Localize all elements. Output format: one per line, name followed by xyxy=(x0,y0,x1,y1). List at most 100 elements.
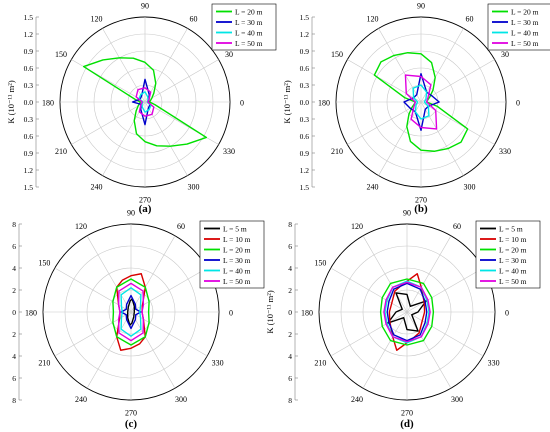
radial-tick-label: 0.6 xyxy=(24,64,34,73)
radial-tick-label: 0.9 xyxy=(24,47,34,56)
radial-tick-label: 0.3 xyxy=(300,115,310,124)
radial-tick-label: 4 xyxy=(12,352,16,361)
angle-tick-label: 330 xyxy=(488,359,500,368)
angle-tick-label: 270 xyxy=(401,409,413,418)
radial-tick-label: 0.0 xyxy=(300,98,310,107)
angle-tick-label: 300 xyxy=(188,183,200,192)
angle-tick-label: 150 xyxy=(38,259,50,268)
radial-tick-label: 1.5 xyxy=(24,183,34,192)
grid-spoke xyxy=(330,267,408,313)
grid-spoke xyxy=(420,59,495,103)
angle-tick-label: 60 xyxy=(453,222,461,231)
polar-chart-3: 0306090120150180210240270300330022446688… xyxy=(12,209,265,430)
radial-tick-label: 6 xyxy=(12,374,16,383)
angle-tick-label: 60 xyxy=(466,15,474,24)
legend-entry: L = 20 m xyxy=(511,7,539,16)
angle-tick-label: 0 xyxy=(516,99,520,108)
angle-tick-label: 150 xyxy=(314,259,326,268)
grid-spoke xyxy=(347,101,422,145)
panel-label: (d) xyxy=(400,418,414,430)
radial-tick-label: 0.6 xyxy=(300,132,310,141)
legend-entry: L = 20 m xyxy=(223,245,251,254)
grid-spoke xyxy=(71,59,146,103)
angle-tick-label: 270 xyxy=(415,196,427,205)
legend-box xyxy=(475,220,541,289)
angle-tick-label: 270 xyxy=(125,409,137,418)
panel-label: (c) xyxy=(125,418,138,430)
series-line-l30 xyxy=(386,282,428,342)
legend-entry: L = 50 m xyxy=(223,277,251,286)
radial-tick-label: 2 xyxy=(288,286,292,295)
series-line-l40 xyxy=(412,84,430,120)
angle-tick-label: 60 xyxy=(190,15,198,24)
angle-tick-label: 0 xyxy=(240,99,244,108)
legend-entry: L = 20 m xyxy=(235,7,263,16)
angle-tick-label: 90 xyxy=(127,209,135,218)
radial-tick-label: 0.9 xyxy=(300,47,310,56)
radial-tick-label: 8 xyxy=(288,396,292,405)
legend: L = 5 m L = 10 mL = 20 m L = 30 mL = 40 m L… xyxy=(199,220,265,289)
radial-axis-label: K (10⁻¹¹ m²) xyxy=(265,290,275,333)
angle-tick-label: 90 xyxy=(141,2,149,11)
grid-spoke xyxy=(86,311,132,389)
radial-tick-label: 0.3 xyxy=(300,81,310,90)
angle-tick-label: 210 xyxy=(331,147,343,156)
legend-entry: L = 5 m xyxy=(499,224,523,233)
radial-tick-label: 0 xyxy=(12,308,16,317)
angle-tick-label: 330 xyxy=(212,359,224,368)
grid-spoke xyxy=(330,311,408,357)
angle-tick-label: 300 xyxy=(175,395,187,404)
series-line-l50 xyxy=(117,282,145,342)
panel-label: (a) xyxy=(139,203,152,215)
angle-tick-label: 180 xyxy=(42,99,54,108)
radial-tick-label: 0.6 xyxy=(24,132,34,141)
radial-tick-label: 8 xyxy=(12,396,16,405)
radial-tick-label: 1.5 xyxy=(24,13,34,22)
radial-tick-label: 6 xyxy=(288,374,292,383)
legend: L = 5 m L = 10 mL = 20 m L = 30 mL = 40 m L… xyxy=(475,220,541,289)
legend-entry: L = 50 m xyxy=(499,277,527,286)
radial-tick-label: 0.6 xyxy=(300,64,310,73)
grid-spoke xyxy=(102,28,146,103)
angle-tick-label: 150 xyxy=(331,50,343,59)
legend-entry: L = 10 m xyxy=(499,235,527,244)
legend-entry: L = 20 m xyxy=(499,245,527,254)
legend-entry: L = 5 m xyxy=(223,224,247,233)
series-line-l30 xyxy=(131,78,151,126)
radial-tick-label: 4 xyxy=(12,264,16,273)
angle-tick-label: 240 xyxy=(367,183,379,192)
legend-box xyxy=(199,220,265,289)
angle-tick-label: 300 xyxy=(451,395,463,404)
series-line-l5 xyxy=(126,298,136,326)
polar-chart-4: 0306090120150180210240270300330022446688… xyxy=(265,209,541,430)
grid-spoke xyxy=(130,311,176,389)
angle-tick-label: 120 xyxy=(351,222,363,231)
series-line-l5 xyxy=(387,292,427,332)
angle-tick-label: 120 xyxy=(91,15,103,24)
radial-tick-label: 1.5 xyxy=(300,13,310,22)
series-line-l20 xyxy=(379,278,435,346)
angle-tick-label: 120 xyxy=(75,222,87,231)
grid-spoke xyxy=(378,101,422,176)
radial-tick-label: 0.0 xyxy=(24,98,34,107)
grid-spoke xyxy=(144,101,188,176)
radial-tick-label: 8 xyxy=(288,220,292,229)
series-line-l40 xyxy=(120,287,142,337)
radial-tick-label: 2 xyxy=(12,286,16,295)
angle-tick-label: 330 xyxy=(499,147,511,156)
radial-tick-label: 1.2 xyxy=(300,166,310,175)
radial-tick-label: 0.9 xyxy=(300,149,310,158)
grid-spoke xyxy=(102,101,146,176)
angle-tick-label: 150 xyxy=(55,50,67,59)
angle-tick-label: 0 xyxy=(229,309,233,318)
series-line-l50 xyxy=(404,74,438,130)
angle-tick-label: 180 xyxy=(25,309,37,318)
angle-tick-label: 90 xyxy=(417,2,425,11)
radial-tick-label: 1.5 xyxy=(300,183,310,192)
legend-entry: L = 40 m xyxy=(511,28,539,37)
angle-tick-label: 270 xyxy=(139,196,151,205)
radial-tick-label: 0 xyxy=(288,308,292,317)
legend-entry: L = 30 m xyxy=(223,256,251,265)
series-line-l20 xyxy=(112,278,150,346)
grid-spoke xyxy=(144,28,188,103)
